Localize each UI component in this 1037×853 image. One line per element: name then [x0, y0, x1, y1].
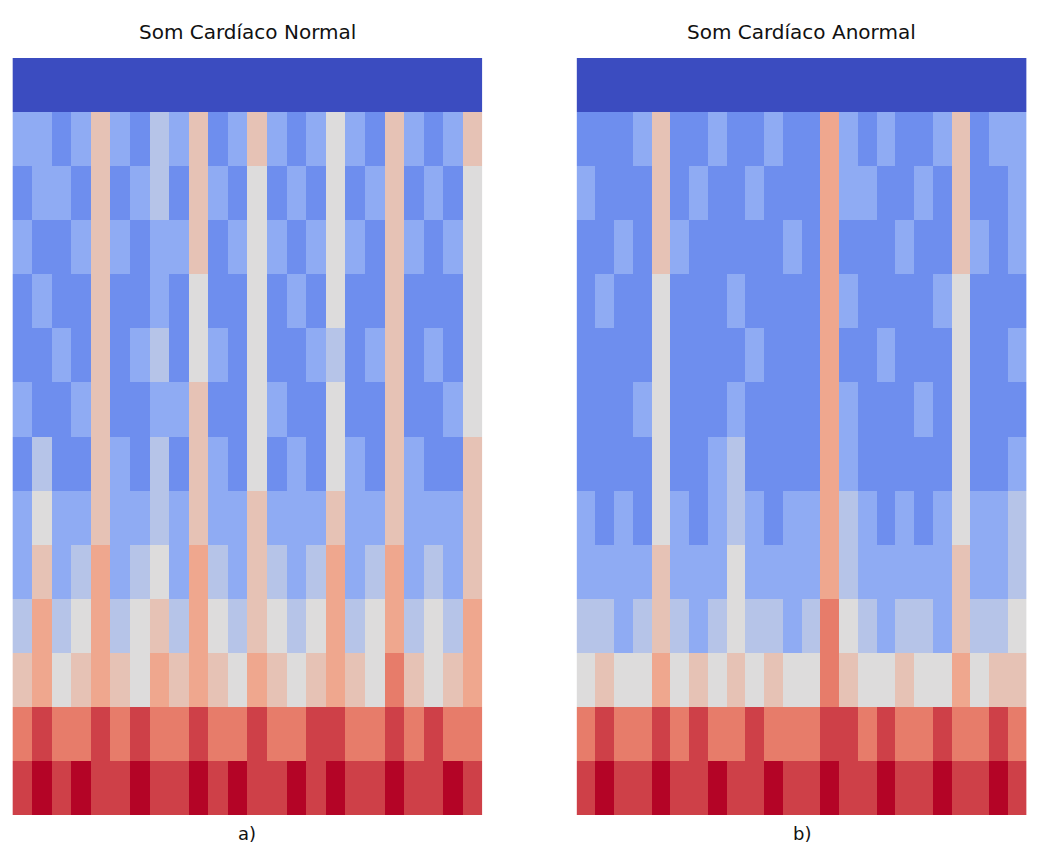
- svg-text:a): a): [238, 823, 256, 844]
- svg-text:Som Cardíaco Normal: Som Cardíaco Normal: [139, 20, 356, 44]
- svg-text:Som Cardíaco Anormal: Som Cardíaco Anormal: [687, 20, 916, 44]
- svg-text:b): b): [793, 823, 811, 844]
